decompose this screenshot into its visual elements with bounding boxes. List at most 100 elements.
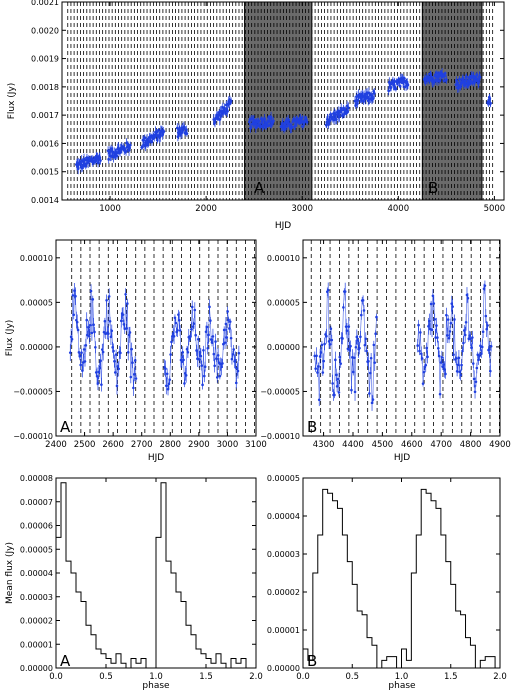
data-point — [368, 392, 371, 395]
data-link — [372, 344, 375, 400]
data-point — [197, 358, 201, 361]
data-point — [474, 380, 478, 384]
data-point — [461, 76, 465, 80]
data-link — [467, 298, 470, 339]
data-point — [398, 80, 401, 84]
data-point — [321, 371, 325, 374]
y-tick-label: 0.00000 — [20, 664, 53, 673]
y-tick-label: 0.00002 — [20, 617, 53, 626]
x-tick-label: 2.0 — [249, 672, 263, 682]
shaded-region — [421, 1, 483, 201]
data-point — [83, 158, 87, 162]
data-point — [183, 382, 186, 385]
mid-a-annotation: A — [60, 418, 71, 436]
x-tick-label: 2400 — [45, 440, 67, 450]
data-point — [346, 106, 350, 110]
data-point — [87, 326, 90, 329]
data-link — [374, 333, 376, 363]
top-xlabel: HJD — [275, 221, 291, 231]
data-point — [117, 367, 121, 371]
data-point — [334, 118, 338, 121]
y-tick-label: 0.0020 — [31, 26, 59, 35]
data-point — [339, 362, 343, 365]
data-point — [88, 323, 92, 327]
data-point — [462, 341, 465, 345]
x-tick-label: 3000 — [291, 204, 313, 214]
x-tick-label: 4600 — [401, 440, 423, 450]
data-point — [218, 374, 222, 378]
data-point — [124, 150, 128, 154]
x-tick-label: 0.5 — [345, 672, 359, 682]
data-point — [375, 315, 378, 319]
data-point — [433, 80, 436, 84]
bot-a-ylabel: Mean flux (Jy) — [5, 542, 15, 604]
data-point — [465, 75, 468, 79]
data-point — [109, 147, 113, 151]
data-point — [96, 382, 100, 385]
data-point — [428, 78, 432, 82]
data-point — [162, 130, 166, 133]
data-point — [168, 378, 172, 381]
x-tick-label: 4300 — [313, 440, 335, 450]
data-link — [129, 332, 132, 378]
bot-a-xlabel: phase — [142, 681, 170, 690]
data-point — [155, 130, 159, 134]
x-tick-label: 2700 — [131, 440, 153, 450]
data-point — [115, 154, 119, 158]
data-point — [325, 334, 328, 338]
x-tick-label: 1.5 — [444, 672, 458, 682]
y-tick-label: 0.0016 — [31, 139, 59, 148]
x-tick-label: 1.5 — [199, 672, 213, 682]
x-tick-label: 0.5 — [99, 672, 113, 682]
data-link — [454, 319, 456, 360]
bot-b-annotation: B — [307, 652, 317, 670]
data-link — [101, 349, 103, 385]
data-point — [455, 80, 459, 84]
data-link — [350, 346, 352, 391]
data-point — [164, 384, 168, 388]
data-point — [463, 333, 467, 337]
data-point — [269, 124, 272, 127]
data-point — [444, 78, 448, 82]
data-point — [448, 330, 452, 333]
data-point — [292, 117, 296, 121]
data-point — [470, 346, 473, 349]
data-point — [224, 112, 228, 115]
data-point — [475, 366, 479, 370]
data-point — [124, 292, 127, 296]
data-point — [335, 385, 339, 388]
data-point — [126, 351, 130, 354]
data-point — [489, 344, 493, 348]
data-point — [229, 99, 233, 103]
y-tick-label: 0.00005 — [20, 545, 53, 554]
data-point — [113, 371, 117, 374]
data-link — [327, 290, 330, 342]
data-point — [340, 108, 344, 112]
data-link — [445, 315, 447, 374]
data-point — [100, 383, 103, 386]
data-point — [72, 313, 76, 317]
x-tick-label: 0.0 — [296, 672, 310, 682]
data-point — [90, 331, 94, 335]
data-link — [326, 291, 328, 337]
data-point — [249, 125, 253, 129]
data-point — [459, 373, 463, 377]
data-point — [354, 345, 358, 349]
data-link — [342, 307, 344, 339]
data-point — [140, 145, 144, 149]
histogram-step — [303, 488, 500, 669]
y-tick-label: 0.0019 — [31, 55, 59, 64]
data-point — [478, 75, 482, 79]
data-point — [172, 334, 176, 338]
top-panel: 1000 2000 3000 4000 5000 0.0014 0.0015 0.0016 0.… — [7, 0, 505, 231]
data-point — [184, 374, 188, 377]
data-point — [190, 328, 193, 331]
data-point — [113, 359, 116, 363]
data-link — [421, 358, 424, 384]
data-point — [300, 116, 304, 119]
y-tick-label: −0.00005 — [13, 387, 53, 396]
data-point — [99, 159, 102, 162]
data-link — [127, 303, 129, 353]
data-point — [266, 124, 270, 128]
data-link — [439, 362, 442, 395]
